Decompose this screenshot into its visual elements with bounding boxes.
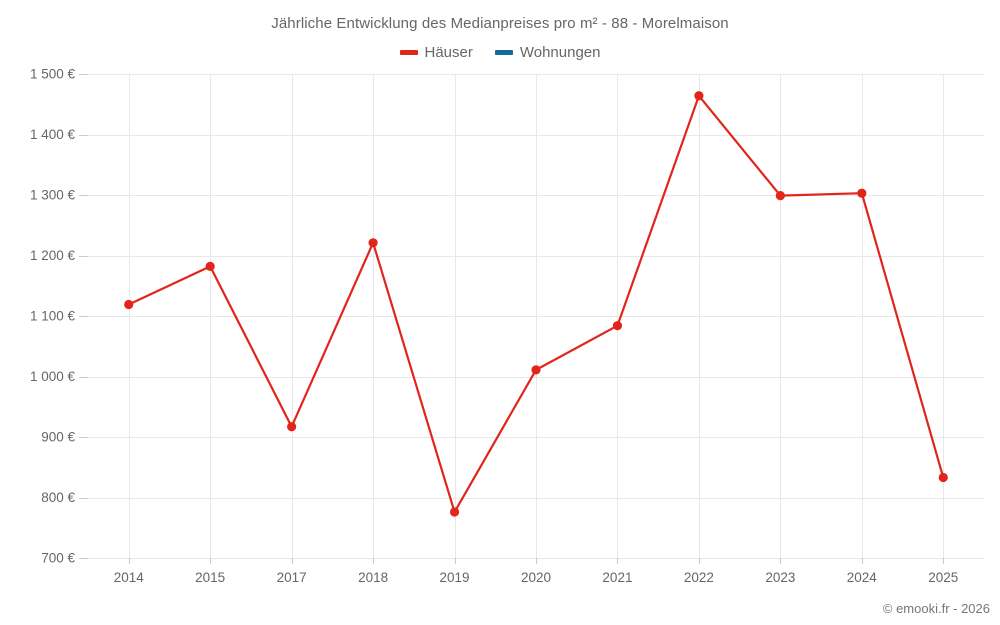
legend-swatch-haeuser <box>399 50 418 55</box>
x-axis-label: 2020 <box>521 570 551 585</box>
legend-label-haeuser: Häuser <box>424 44 473 61</box>
legend-swatch-wohnungen <box>494 50 513 55</box>
y-axis-label: 1 200 € <box>30 248 76 263</box>
data-series-layer <box>124 91 948 517</box>
x-axis-tickmarks <box>129 558 944 564</box>
chart-credit: © emooki.fr - 2026 <box>882 601 990 616</box>
data-point-marker[interactable] <box>612 321 623 331</box>
x-axis-label: 2023 <box>765 570 795 585</box>
x-axis-label: 2022 <box>684 570 714 585</box>
legend-label-wohnungen: Wohnungen <box>519 44 601 61</box>
y-axis-label: 1 400 € <box>30 127 76 142</box>
data-point-marker[interactable] <box>857 188 867 198</box>
x-axis-label: 2025 <box>928 570 958 585</box>
data-point-marker[interactable] <box>531 365 541 375</box>
x-axis-label: 2019 <box>440 570 470 585</box>
data-point-marker[interactable] <box>694 91 704 101</box>
x-axis-tick-labels: 2014 2015 2017 2018 2019 2020 2021 2022 2023 2024… <box>114 570 959 585</box>
y-axis-label: 1 300 € <box>30 188 76 203</box>
legend-item-haeuser[interactable]: Häuser <box>399 44 473 61</box>
x-axis-label: 2024 <box>847 570 878 585</box>
y-axis-label: 900 € <box>41 430 75 445</box>
chart-title: Jährliche Entwicklung des Medianpreises … <box>271 15 729 32</box>
data-point-marker[interactable] <box>124 299 134 310</box>
x-axis-label: 2014 <box>114 570 145 585</box>
data-point-marker[interactable] <box>287 422 297 432</box>
data-point-marker[interactable] <box>368 238 378 248</box>
x-axis-label: 2018 <box>358 570 388 585</box>
y-axis-tick-labels: 700 € 800 € 900 € 1 000 € 1 100 € 1 200 € 1 30… <box>30 67 88 566</box>
y-axis-label: 800 € <box>41 490 75 505</box>
x-axis-label: 2017 <box>277 570 307 585</box>
y-axis-label: 1 000 € <box>30 369 76 384</box>
data-point-marker[interactable] <box>775 191 785 201</box>
vertical-gridlines <box>129 74 944 558</box>
y-axis-label: 1 100 € <box>30 309 76 324</box>
chart-legend: Häuser Wohnungen <box>0 44 1000 61</box>
y-axis-label: 1 500 € <box>30 67 76 82</box>
x-axis-label: 2015 <box>195 570 225 585</box>
legend-item-wohnungen[interactable]: Wohnungen <box>494 44 601 61</box>
data-point-marker[interactable] <box>449 507 460 517</box>
data-point-marker[interactable] <box>205 261 215 271</box>
x-axis-label: 2021 <box>602 570 632 585</box>
data-point-marker[interactable] <box>938 472 948 483</box>
y-axis-label: 700 € <box>41 551 75 566</box>
